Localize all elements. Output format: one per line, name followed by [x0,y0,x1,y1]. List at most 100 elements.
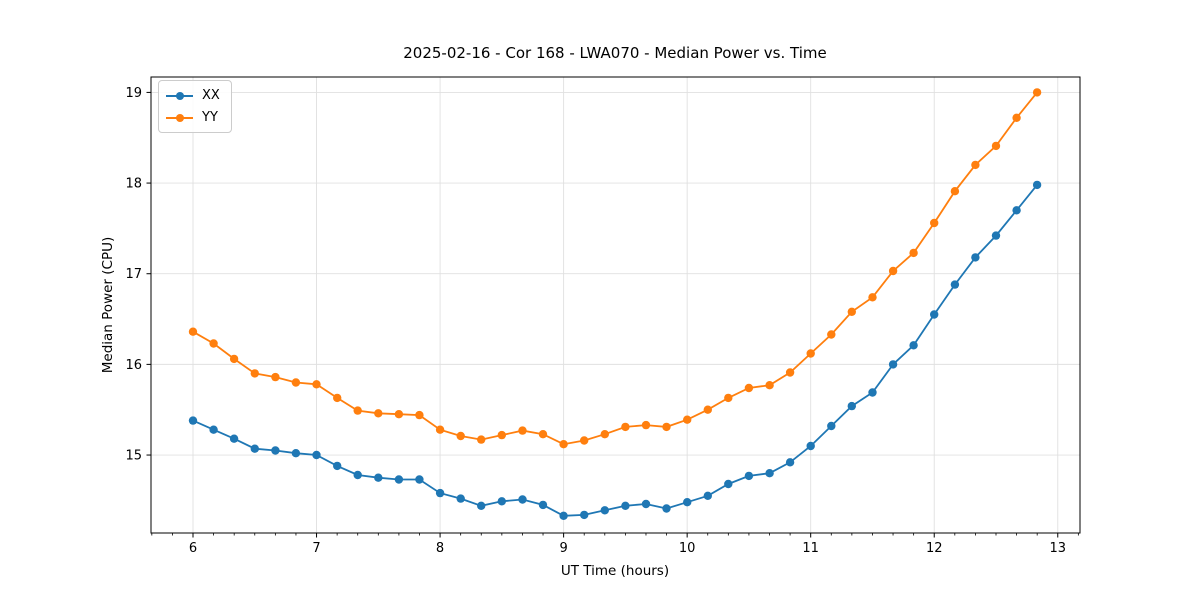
data-point-xx [415,475,424,484]
data-point-xx [765,469,774,478]
data-point-xx [641,499,651,509]
data-point-yy [415,410,424,420]
data-point-yy [888,266,898,276]
data-point-yy [456,431,465,441]
data-point-xx [827,421,836,431]
data-point-xx [724,479,733,489]
data-point-yy [683,415,692,424]
data-point-xx [229,434,239,443]
data-point-xx [518,495,527,504]
data-point-xx [703,491,712,500]
data-point-xx [600,506,609,515]
data-point-yy [580,436,589,445]
data-point-yy [353,406,362,415]
x-tick-label: 7 [312,541,320,556]
data-point-yy [930,218,939,228]
data-point-yy [209,339,218,348]
data-point-xx [930,310,939,319]
data-point-yy [806,349,815,358]
data-point-yy [600,430,609,439]
data-point-yy [641,420,651,430]
data-point-xx [333,461,342,471]
data-point-xx [497,497,506,506]
data-point-xx [744,471,754,481]
data-point-yy [1032,88,1042,97]
data-point-yy [333,393,342,403]
data-point-xx [456,494,465,503]
data-point-xx [971,253,980,262]
series-line-yy [192,91,1038,446]
data-point-xx [291,449,301,458]
y-tick-label: 15 [125,449,142,464]
data-point-yy [744,383,754,393]
data-point-xx [250,444,259,453]
data-point-yy [538,430,548,439]
data-point-yy [435,425,445,434]
data-point-yy [909,248,918,258]
data-point-xx [188,416,198,425]
data-point-yy [497,430,506,440]
data-point-yy [1012,113,1021,123]
line-marker-icon [166,113,193,123]
legend-item-xx: XX [166,86,220,105]
data-point-yy [229,354,239,364]
data-point-yy [847,307,856,316]
legend-label-xx: XX [202,88,220,103]
x-tick-label: 13 [1049,541,1066,556]
plot-border [150,76,1081,534]
data-point-xx [559,511,568,520]
series-layer [188,88,1042,520]
data-point-xx [353,470,362,480]
data-point-yy [271,372,280,382]
data-point-xx [435,488,445,498]
data-point-xx [209,425,218,434]
legend-marker-dot [175,91,184,100]
y-tick-label: 19 [125,86,142,101]
axis-layer: 6 7 8 9 10 11 12 13 15 16 17 18 19 [125,76,1081,556]
data-point-xx [621,501,630,510]
data-point-yy [827,330,836,339]
data-point-xx [683,498,692,507]
data-point-yy [250,369,259,378]
data-point-yy [785,368,795,377]
data-point-yy [188,327,198,336]
data-point-xx [806,441,815,451]
data-point-yy [971,160,980,170]
data-point-yy [724,393,733,403]
data-point-yy [662,422,671,432]
legend: XX YY [158,80,232,133]
data-point-yy [312,380,321,389]
x-axis-label: UT Time (hours) [560,563,670,579]
data-point-xx [868,388,877,397]
series-line-xx [192,184,1038,517]
data-point-xx [847,401,856,411]
y-tick-label: 17 [125,267,142,282]
x-tick-label: 6 [189,541,197,556]
data-point-xx [312,450,321,460]
legend-marker-dot [175,113,184,122]
data-point-yy [703,405,712,414]
data-point-xx [662,504,671,513]
data-point-xx [477,501,486,510]
data-point-xx [991,231,1001,240]
data-point-xx [580,510,589,520]
line-marker-icon [166,91,193,101]
data-point-xx [1012,206,1021,215]
x-tick-label: 12 [926,541,943,556]
grid-layer [151,77,1080,533]
x-tick-label: 8 [436,541,444,556]
data-point-yy [991,141,1001,151]
y-axis-label: Median Power (CPU) [100,236,116,374]
x-tick-label: 11 [802,541,819,556]
data-point-xx [271,446,280,455]
chart-title: 2025-02-16 - Cor 168 - LWA070 - Median P… [403,44,827,62]
x-tick-label: 10 [679,541,696,556]
data-point-xx [1032,180,1042,190]
data-point-yy [518,426,527,435]
x-tick-label: 9 [559,541,567,556]
legend-item-yy: YY [166,108,220,127]
data-point-xx [374,473,383,482]
data-point-yy [621,422,630,432]
data-point-xx [538,500,548,510]
